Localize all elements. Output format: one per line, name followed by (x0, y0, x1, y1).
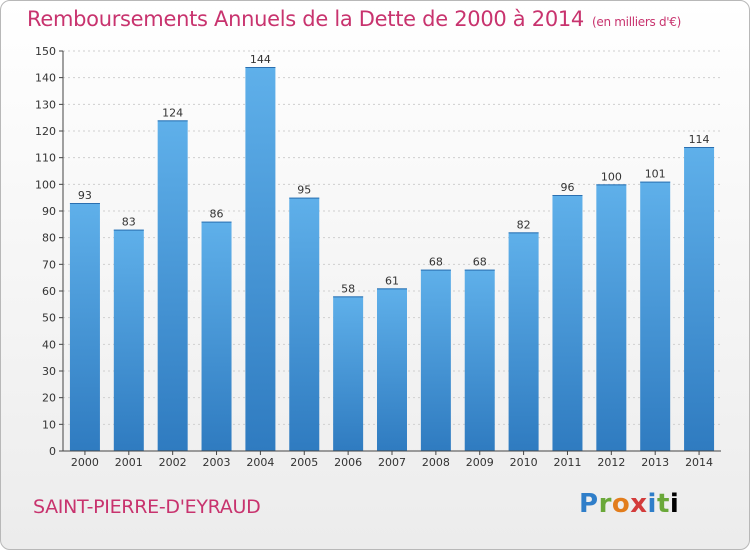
x-tick-label: 2010 (510, 456, 538, 469)
logo-letter: i (647, 489, 657, 519)
chart-unit: (en milliers d'€) (592, 15, 682, 29)
y-tick-label: 150 (35, 45, 56, 58)
x-tick-label: 2008 (422, 456, 450, 469)
data-label: 61 (385, 274, 399, 287)
bar (201, 221, 232, 451)
x-tick-label: 2006 (334, 456, 362, 469)
data-label: 68 (473, 256, 487, 269)
y-tick-label: 80 (42, 232, 56, 245)
x-tick-label: 2007 (378, 456, 406, 469)
bar (377, 288, 407, 451)
y-tick-label: 60 (42, 285, 56, 298)
data-label: 82 (517, 218, 531, 231)
data-label: 58 (341, 282, 355, 295)
y-tick-label: 110 (35, 152, 56, 165)
y-tick-label: 70 (42, 258, 56, 271)
bar (596, 184, 627, 452)
y-tick-label: 140 (35, 72, 56, 85)
bar (245, 67, 276, 451)
bar (69, 203, 100, 451)
x-tick-label: 2014 (685, 456, 713, 469)
y-tick-label: 100 (35, 178, 56, 191)
data-label: 83 (122, 216, 136, 229)
y-tick-label: 120 (35, 125, 56, 138)
logo-letter: P (579, 489, 599, 519)
logo-letter: o (611, 489, 631, 519)
data-label: 96 (560, 181, 574, 194)
x-tick-label: 2004 (246, 456, 274, 469)
bar (157, 120, 188, 451)
x-tick-label: 2005 (290, 456, 318, 469)
data-label: 100 (601, 170, 622, 183)
data-label: 114 (689, 133, 710, 146)
chart-title: Remboursements Annuels de la Dette de 20… (27, 7, 681, 31)
bar (464, 269, 495, 451)
y-tick-label: 20 (42, 392, 56, 405)
x-tick-label: 2013 (641, 456, 669, 469)
bar (113, 229, 144, 451)
bar (420, 269, 451, 451)
y-tick-label: 30 (42, 365, 56, 378)
y-tick-label: 130 (35, 98, 56, 111)
bar (640, 181, 671, 451)
x-tick-label: 2003 (203, 456, 231, 469)
logo-letter: r (598, 489, 612, 519)
data-label: 144 (250, 53, 271, 66)
bar (684, 147, 715, 451)
axes: 0 10 20 30 40 50 60 70 80 90 100 110 120 130 140 150 200… (35, 45, 721, 469)
commune-name: SAINT-PIERRE-D'EYRAUD (33, 496, 261, 518)
logo-letter: x (630, 489, 648, 519)
proxiti-logo: Proxiti (579, 489, 679, 519)
data-label: 68 (429, 256, 443, 269)
bar (508, 232, 539, 451)
chart-title-text: Remboursements Annuels de la Dette de 20… (27, 7, 584, 31)
x-tick-label: 2009 (466, 456, 494, 469)
y-tick-label: 90 (42, 205, 56, 218)
x-tick-label: 2001 (115, 456, 143, 469)
x-tick-label: 2000 (71, 456, 99, 469)
y-tick-label: 50 (42, 312, 56, 325)
logo-letter: t (656, 489, 670, 519)
bar (552, 195, 583, 451)
y-tick-label: 40 (42, 338, 56, 351)
x-tick-label: 2012 (597, 456, 625, 469)
data-label: 95 (297, 184, 311, 197)
data-label: 124 (162, 106, 183, 119)
bar (333, 296, 364, 451)
data-label: 101 (645, 168, 666, 181)
y-tick-label: 10 (42, 418, 56, 431)
data-label: 93 (78, 189, 92, 202)
y-tick-label: 0 (49, 445, 56, 458)
logo-letter: i (669, 489, 680, 519)
data-label: 86 (210, 208, 224, 221)
bars: 93 83 124 86 144 95 58 61 68 68 82 96 100 101 114 (69, 53, 715, 452)
bar-chart: 93 83 124 86 144 95 58 61 68 68 82 96 100 101 114 0 10 2… (35, 45, 721, 469)
x-tick-label: 2002 (159, 456, 187, 469)
bar (289, 197, 320, 451)
x-tick-label: 2011 (553, 456, 581, 469)
